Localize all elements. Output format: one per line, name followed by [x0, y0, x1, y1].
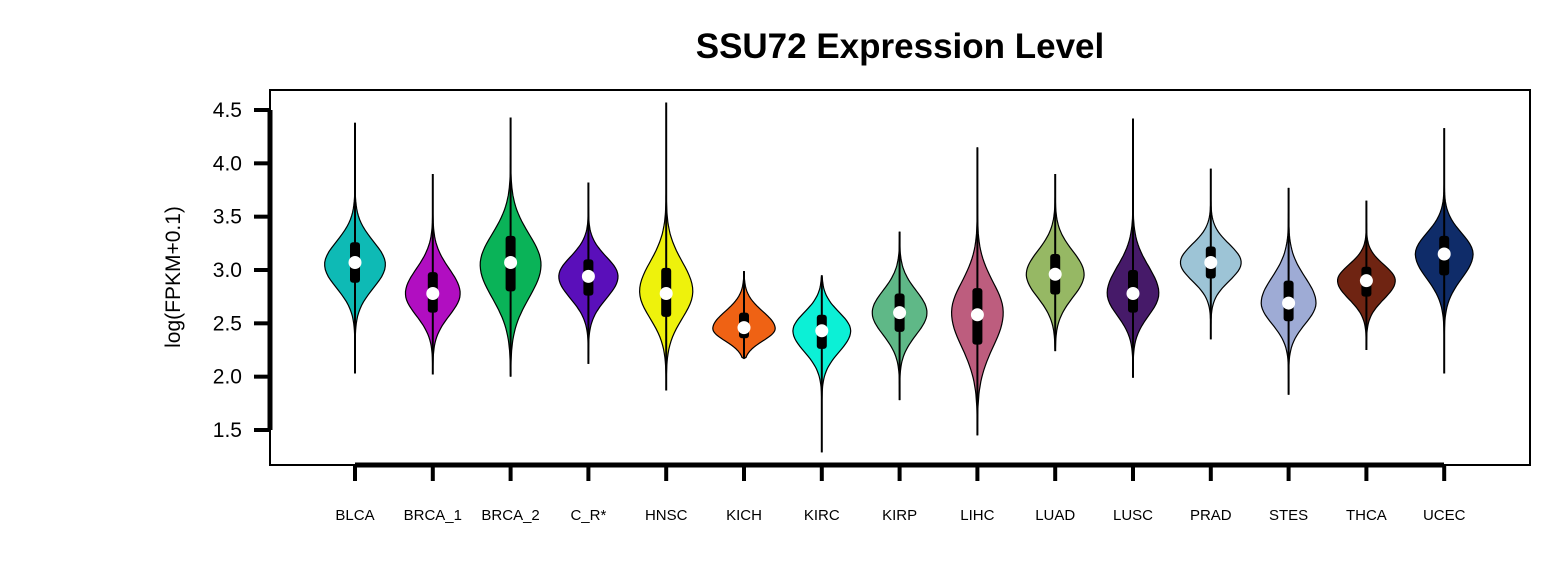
- y-tick-label: 3.0: [213, 259, 242, 282]
- x-tick-label: KIRP: [882, 507, 917, 524]
- violin-thca: [1337, 200, 1396, 350]
- y-tick-label: 1.5: [213, 419, 242, 442]
- x-tick-label: KICH: [726, 507, 762, 524]
- y-tick-label: 3.5: [213, 206, 242, 229]
- x-tick-label: BRCA_2: [481, 507, 539, 524]
- y-tick-label: 2.5: [213, 312, 242, 335]
- violin-median-point: [737, 321, 751, 335]
- violin-median-point: [426, 286, 440, 300]
- x-tick-label: UCEC: [1423, 507, 1466, 524]
- x-tick-label: STES: [1269, 507, 1308, 524]
- violin-stes: [1260, 187, 1317, 395]
- x-tick-label: THCA: [1346, 507, 1387, 524]
- violin-median-point: [1204, 256, 1218, 270]
- x-ticks: BLCA BRCA_1 BRCA_2 C_R* HNSC KICH KIRC KIRP LIHC…: [335, 465, 1466, 524]
- y-ticks: 1.5 2.0 2.5 3.0 3.5 4.0 4.5: [213, 99, 270, 442]
- violin-brca-1: [404, 174, 461, 375]
- y-tick-label: 2.0: [213, 366, 242, 389]
- violin-median-point: [504, 256, 518, 270]
- violin-median-point: [1437, 247, 1451, 261]
- y-tick-label: 4.0: [213, 152, 242, 175]
- violin-median-point: [659, 286, 673, 300]
- violins: [324, 102, 1474, 453]
- violin-median-point: [348, 256, 362, 270]
- x-tick-label: LUSC: [1113, 507, 1153, 524]
- violin-median-point: [893, 306, 907, 320]
- violin-median-point: [1359, 274, 1373, 288]
- violin-ucec: [1414, 128, 1474, 374]
- violin-median-point: [1282, 296, 1296, 310]
- violin-kirp: [871, 231, 928, 401]
- violin-median-point: [581, 269, 595, 283]
- violin-median-point: [970, 308, 984, 322]
- x-tick-label: C_R*: [570, 507, 606, 524]
- violin-brca-2: [479, 117, 542, 377]
- violin-hnsc: [638, 102, 694, 391]
- violin-prad: [1179, 168, 1242, 340]
- violin-median-point: [815, 324, 829, 338]
- x-tick-label: KIRC: [804, 507, 840, 524]
- violin-median-point: [1048, 267, 1062, 281]
- x-tick-label: HNSC: [645, 507, 688, 524]
- violin-kirc: [792, 275, 852, 453]
- violin-blca: [324, 122, 386, 374]
- x-tick-label: LIHC: [960, 507, 994, 524]
- y-tick-label: 4.5: [213, 99, 242, 122]
- violin-kich: [712, 271, 776, 360]
- violin-c-r-: [558, 182, 619, 364]
- x-tick-label: BRCA_1: [404, 507, 462, 524]
- violin-luad: [1025, 174, 1085, 352]
- chart-title: SSU72 Expression Level: [696, 27, 1105, 66]
- violin-lusc: [1106, 118, 1160, 378]
- y-axis-label: log(FPKM+0.1): [162, 206, 185, 348]
- x-tick-label: PRAD: [1190, 507, 1232, 524]
- violin-median-point: [1126, 286, 1140, 300]
- violin-lihc: [950, 147, 1004, 436]
- x-tick-label: LUAD: [1035, 507, 1075, 524]
- x-tick-label: BLCA: [335, 507, 374, 524]
